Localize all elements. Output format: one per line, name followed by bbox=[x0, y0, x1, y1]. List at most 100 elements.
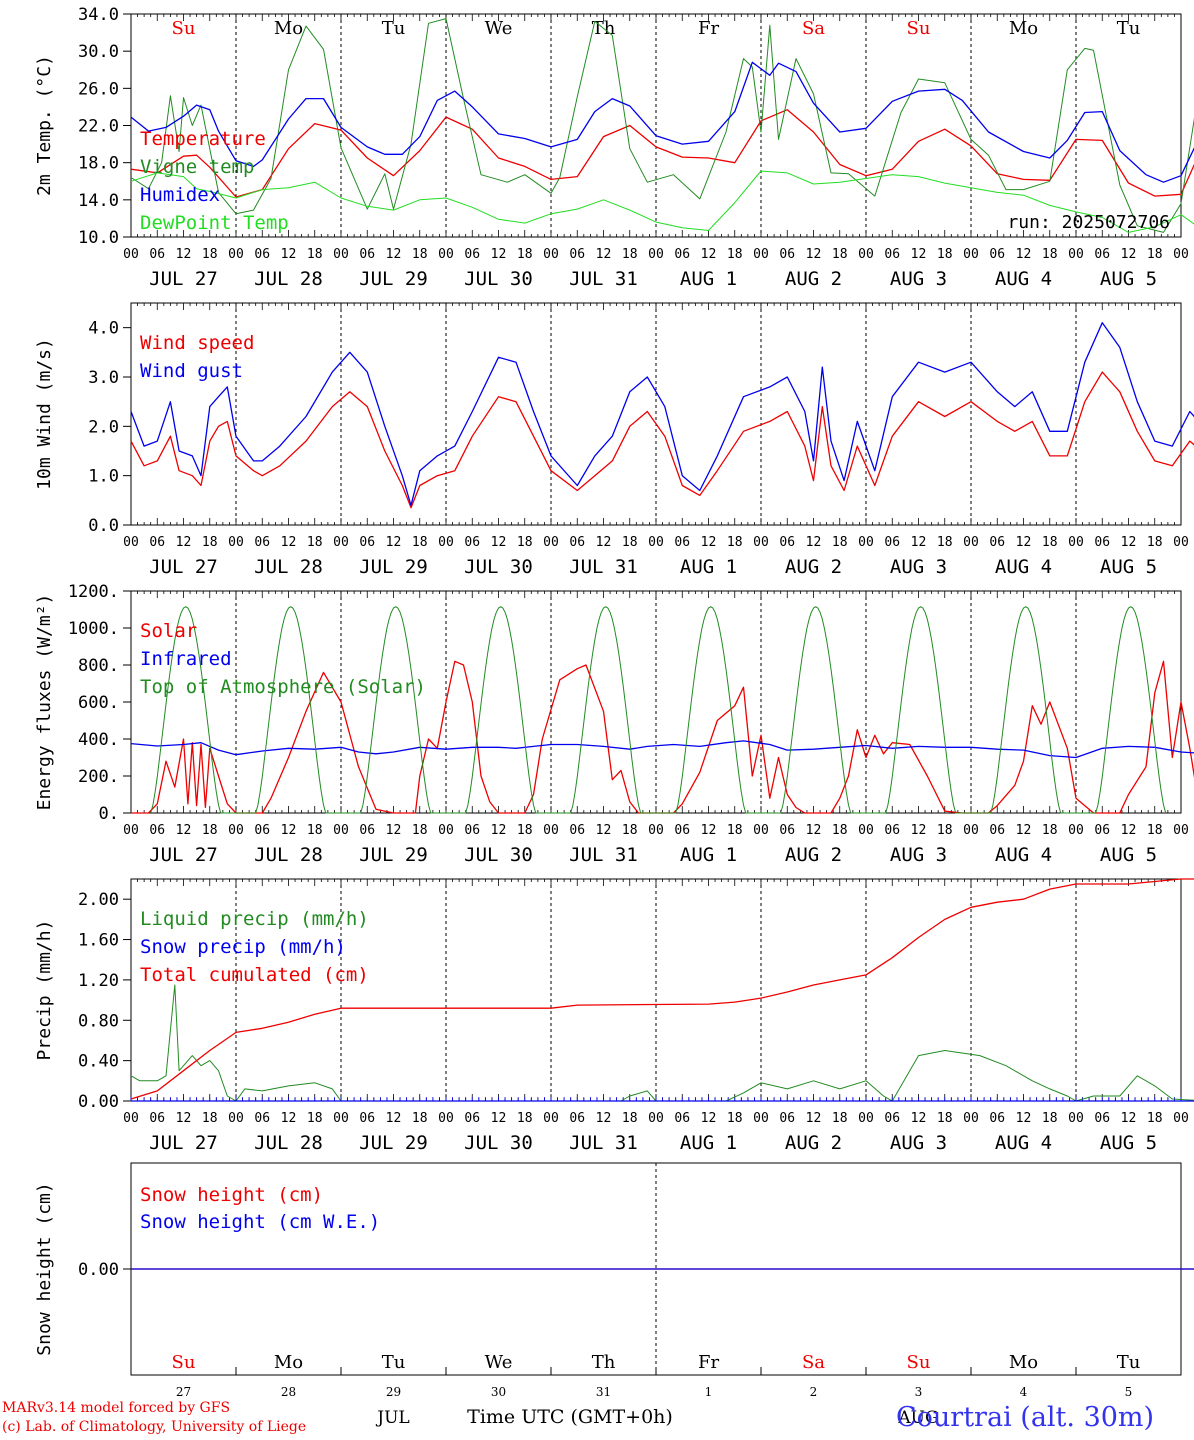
legend-entry: Snow height (cm W.E.) bbox=[140, 1211, 380, 1233]
y-tick-label: 0.40 bbox=[78, 1052, 119, 1072]
hour-tick-label: 18 bbox=[412, 247, 428, 262]
hour-tick-label: 06 bbox=[569, 535, 585, 550]
hour-tick-label: 00 bbox=[753, 247, 769, 262]
hour-tick-label: 18 bbox=[517, 1111, 533, 1126]
hour-tick-label: 12 bbox=[176, 535, 192, 550]
hour-tick-label: 06 bbox=[989, 823, 1005, 838]
weekday-label: Tu bbox=[382, 1352, 406, 1373]
panel-4: 00 06 12 18 00 06 12 18 00 06 12 18 00 06 12 18 00 06 12 18… bbox=[34, 878, 1194, 1154]
hour-tick-label: 18 bbox=[1042, 1111, 1058, 1126]
hour-tick-label: 18 bbox=[1147, 247, 1163, 262]
hour-tick-label: 00 bbox=[228, 535, 244, 550]
date-label: JUL 30 bbox=[464, 268, 533, 290]
panel-5: 27 28 29 30 31 1 2 3 4 5 JUL AUG Time UTC (GMT+0h) Su… bbox=[34, 1162, 1194, 1428]
series-line-solar bbox=[131, 660, 1194, 814]
hour-tick-label: 06 bbox=[464, 247, 480, 262]
date-label: JUL 27 bbox=[149, 268, 218, 290]
hour-tick-label: 12 bbox=[1121, 1111, 1137, 1126]
date-label: JUL 31 bbox=[569, 1132, 638, 1154]
hour-tick-label: 00 bbox=[228, 823, 244, 838]
day-number: 1 bbox=[705, 1385, 713, 1399]
weekday-label: Su bbox=[172, 18, 196, 39]
date-label: JUL 31 bbox=[569, 556, 638, 578]
hour-tick-label: 00 bbox=[543, 247, 559, 262]
day-number: 28 bbox=[281, 1385, 296, 1399]
date-label: AUG 5 bbox=[1100, 268, 1157, 290]
hour-tick-label: 00 bbox=[1068, 535, 1084, 550]
hour-tick-label: 18 bbox=[832, 247, 848, 262]
date-label: JUL 27 bbox=[149, 1132, 218, 1154]
hour-tick-label: 18 bbox=[412, 1111, 428, 1126]
hour-tick-label: 06 bbox=[254, 535, 270, 550]
date-label: JUL 29 bbox=[359, 556, 428, 578]
weekday-label: Tu bbox=[1117, 1352, 1141, 1373]
hour-tick-label: 12 bbox=[596, 823, 612, 838]
y-tick-label: 0.0 bbox=[88, 516, 119, 536]
hour-tick-label: 18 bbox=[832, 535, 848, 550]
hour-tick-label: 00 bbox=[648, 1111, 664, 1126]
hour-tick-label: 18 bbox=[1147, 1111, 1163, 1126]
hour-tick-label: 06 bbox=[359, 823, 375, 838]
hour-tick-label: 00 bbox=[963, 247, 979, 262]
date-label: AUG 4 bbox=[995, 268, 1052, 290]
hour-tick-label: 00 bbox=[333, 535, 349, 550]
hour-tick-label: 18 bbox=[832, 1111, 848, 1126]
hour-tick-label: 12 bbox=[701, 1111, 717, 1126]
day-number: 29 bbox=[386, 1385, 401, 1399]
hour-tick-label: 12 bbox=[911, 535, 927, 550]
y-tick-label: 200. bbox=[78, 767, 119, 787]
legend-entry: Solar bbox=[140, 620, 197, 642]
hour-tick-label: 00 bbox=[753, 535, 769, 550]
x-axis-label: Time UTC (GMT+0h) bbox=[467, 1406, 673, 1428]
hour-tick-label: 00 bbox=[543, 535, 559, 550]
site-title: Courtrai (alt. 30m) bbox=[896, 1402, 1155, 1433]
series-line-temperature bbox=[130, 109, 1194, 198]
date-label: JUL 27 bbox=[149, 844, 218, 866]
hour-tick-label: 18 bbox=[1042, 247, 1058, 262]
hour-tick-label: 00 bbox=[963, 535, 979, 550]
hour-tick-label: 00 bbox=[123, 247, 139, 262]
weekday-label: Fr bbox=[698, 1352, 719, 1373]
hour-tick-label: 06 bbox=[779, 823, 795, 838]
weekday-label: Sa bbox=[802, 18, 825, 39]
series-line-humidex bbox=[130, 61, 1194, 183]
hour-tick-label: 18 bbox=[307, 823, 323, 838]
day-number: 27 bbox=[176, 1385, 191, 1399]
hour-tick-label: 06 bbox=[989, 535, 1005, 550]
hour-tick-label: 00 bbox=[543, 823, 559, 838]
hour-tick-label: 12 bbox=[386, 247, 402, 262]
hour-tick-label: 06 bbox=[569, 247, 585, 262]
hour-tick-label: 18 bbox=[517, 535, 533, 550]
series-line-infrared bbox=[130, 740, 1194, 759]
y-tick-label: 22.0 bbox=[78, 117, 119, 137]
weekday-label: Mo bbox=[274, 1352, 303, 1373]
y-tick-label: 3.0 bbox=[88, 368, 119, 388]
hour-tick-label: 00 bbox=[858, 1111, 874, 1126]
hour-tick-label: 12 bbox=[806, 247, 822, 262]
hour-tick-label: 12 bbox=[281, 1111, 297, 1126]
hour-tick-label: 18 bbox=[307, 535, 323, 550]
date-label: JUL 29 bbox=[359, 1132, 428, 1154]
y-tick-label: 30.0 bbox=[78, 42, 119, 62]
hour-tick-label: 06 bbox=[359, 247, 375, 262]
legend-entry: Humidex bbox=[140, 184, 220, 206]
weekday-label: Mo bbox=[1009, 1352, 1038, 1373]
hour-tick-label: 12 bbox=[281, 535, 297, 550]
date-label: AUG 5 bbox=[1100, 1132, 1157, 1154]
legend-entry: Wind speed bbox=[140, 332, 254, 354]
hour-tick-label: 18 bbox=[412, 535, 428, 550]
hour-tick-label: 18 bbox=[727, 535, 743, 550]
y-tick-label: 0.00 bbox=[78, 1092, 119, 1112]
hour-tick-label: 18 bbox=[517, 247, 533, 262]
hour-tick-label: 06 bbox=[359, 1111, 375, 1126]
hour-tick-label: 12 bbox=[701, 823, 717, 838]
hour-tick-label: 12 bbox=[596, 247, 612, 262]
y-tick-label: 34.0 bbox=[78, 5, 119, 25]
y-tick-label: 1200. bbox=[68, 582, 119, 602]
hour-tick-label: 12 bbox=[911, 247, 927, 262]
date-label: AUG 4 bbox=[995, 844, 1052, 866]
hour-tick-label: 18 bbox=[1147, 535, 1163, 550]
y-tick-label: 2.0 bbox=[88, 417, 119, 437]
hour-tick-label: 18 bbox=[937, 823, 953, 838]
hour-tick-label: 18 bbox=[622, 535, 638, 550]
